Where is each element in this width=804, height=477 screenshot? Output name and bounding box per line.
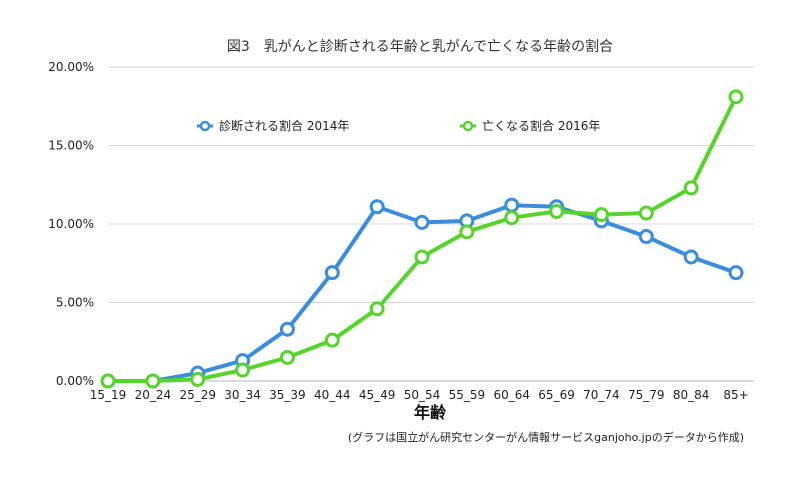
data-point [369, 199, 385, 215]
x-tick-label: 55_59 [449, 388, 486, 402]
data-point [369, 301, 385, 317]
y-tick-label: 20.00% [48, 60, 94, 74]
data-point [145, 373, 161, 389]
legend: 診断される割合 2014年 亡くなる割合 2016年 [197, 118, 600, 133]
legend-label: 診断される割合 2014年 [219, 118, 349, 133]
x-tick-label: 75_79 [628, 388, 665, 402]
y-tick-label: 0.00% [56, 374, 94, 388]
x-tick-label: 30_34 [224, 388, 261, 402]
data-point [728, 265, 744, 281]
y-tick-label: 15.00% [48, 139, 94, 153]
y-tick-label: 5.00% [56, 296, 94, 310]
x-tick-label: 35_39 [269, 388, 306, 402]
x-tick-label: 25_29 [179, 388, 216, 402]
data-point [100, 373, 116, 389]
data-point [414, 214, 430, 230]
x-tick-label: 85+ [723, 388, 748, 402]
chart-title: 図3 乳がんと診断される年齢と乳がんで亡くなる年齢の割合 [227, 38, 613, 55]
series-layer [100, 89, 744, 389]
data-point [324, 265, 340, 281]
x-tick-label: 70_74 [583, 388, 620, 402]
data-point [414, 249, 430, 265]
x-axis-ticks: 15_19 20_24 25_29 30_34 35_39 40_44 45_49 50_54… [90, 388, 749, 402]
source-note: (グラフは国立がん研究センターがん情報サービスganjoho.jpのデータから作… [348, 430, 744, 444]
legend-label: 亡くなる割合 2016年 [482, 118, 600, 133]
data-point [190, 371, 206, 387]
data-point [324, 332, 340, 348]
x-tick-label: 20_24 [135, 388, 172, 402]
series-1 [100, 197, 744, 389]
legend-marker [462, 120, 474, 132]
series-2 [100, 89, 744, 389]
x-tick-label: 45_49 [359, 388, 396, 402]
legend-marker [199, 120, 211, 132]
data-point [235, 362, 251, 378]
data-point [279, 349, 295, 365]
y-axis-ticks: 0.00% 5.00% 10.00% 15.00% 20.00% [48, 60, 94, 388]
y-tick-label: 10.00% [48, 217, 94, 231]
x-tick-label: 15_19 [90, 388, 127, 402]
data-point [504, 210, 520, 226]
data-point [683, 180, 699, 196]
x-tick-label: 40_44 [314, 388, 351, 402]
x-tick-label: 50_54 [404, 388, 441, 402]
x-tick-label: 80_84 [673, 388, 710, 402]
data-point [638, 229, 654, 245]
data-point [504, 197, 520, 213]
x-tick-label: 60_64 [493, 388, 530, 402]
data-point [459, 224, 475, 240]
x-tick-label: 65_69 [538, 388, 575, 402]
data-point [638, 205, 654, 221]
data-point [728, 89, 744, 105]
data-point [279, 321, 295, 337]
data-point [593, 207, 609, 223]
data-point [549, 203, 565, 219]
data-point [683, 249, 699, 265]
x-axis-label: 年齢 [414, 403, 447, 422]
